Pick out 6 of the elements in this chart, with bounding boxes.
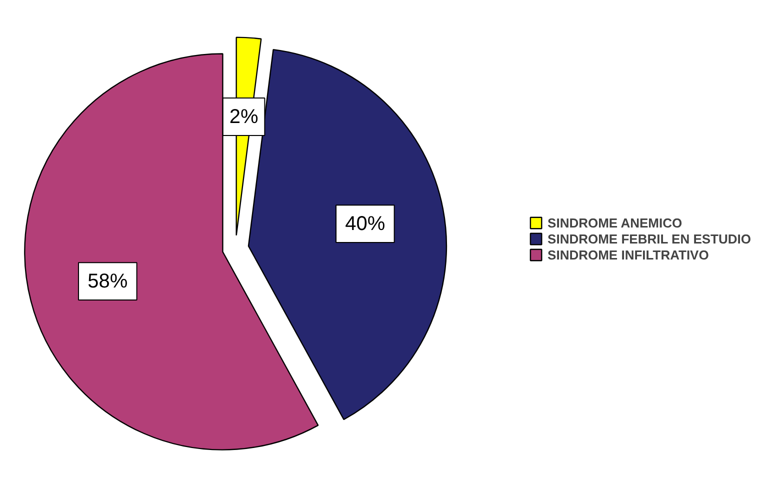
data-label: 2% <box>229 106 258 128</box>
legend-label: SINDROME INFILTRATIVO <box>548 247 709 262</box>
legend-label: SINDROME ANEMICO <box>548 215 682 230</box>
data-label: 58% <box>88 270 128 292</box>
data-label: 40% <box>345 212 386 235</box>
legend-label: SINDROME FEBRIL EN ESTUDIO <box>548 231 751 246</box>
